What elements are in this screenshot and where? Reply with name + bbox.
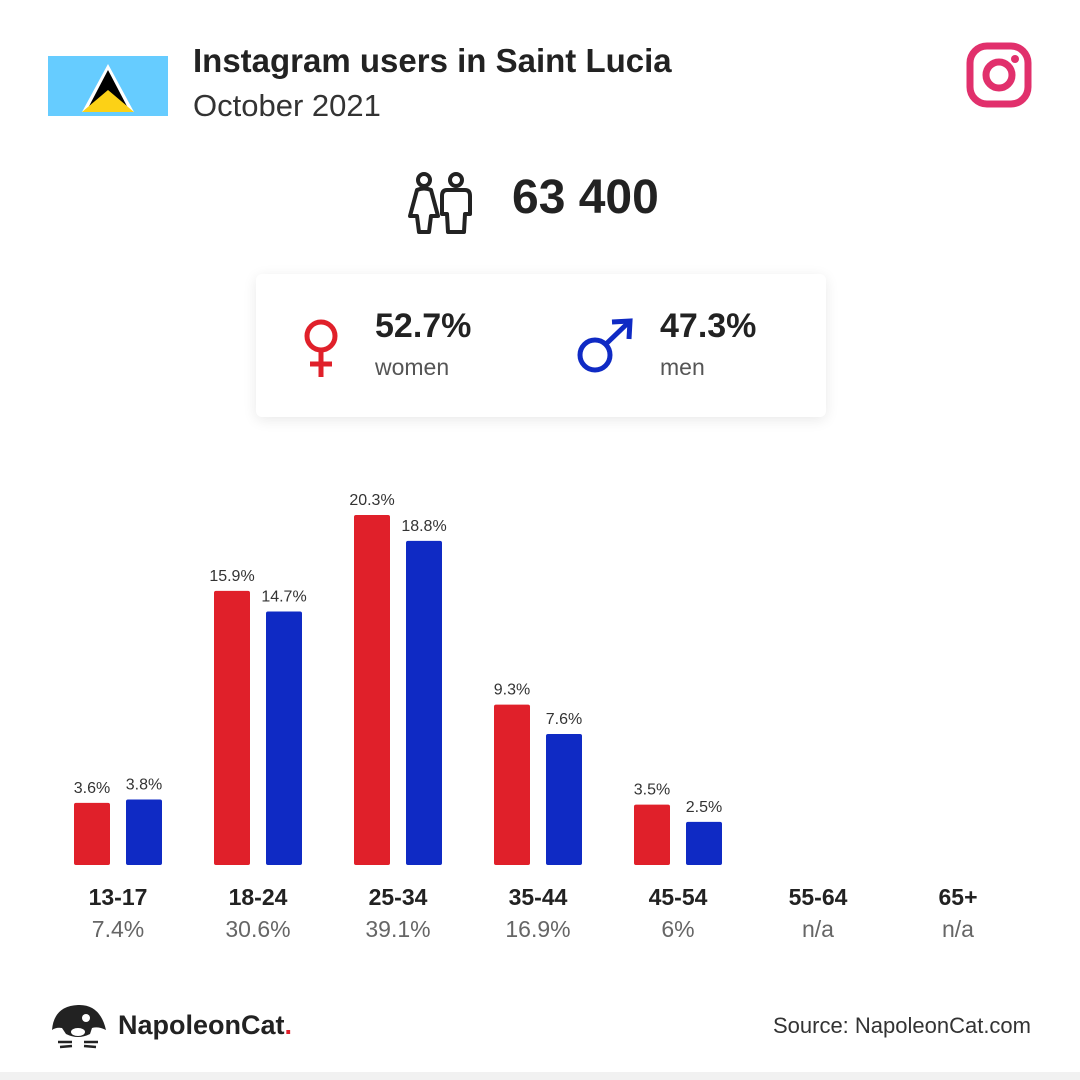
bar-value-label: 3.6% <box>74 780 110 797</box>
page-subtitle: October 2021 <box>193 88 381 123</box>
bar-value-label: 3.5% <box>634 782 670 799</box>
page-title: Instagram users in Saint Lucia <box>193 42 672 79</box>
bar-45-54-s0 <box>634 804 670 865</box>
age-gender-bar-chart: 3.6% 3.8% 15.9% 14.7% 20.3% 18.8% 9.3% 7.6% 3.5%… <box>74 492 722 865</box>
bar-13-17-s1 <box>126 799 162 865</box>
category-total: n/a <box>942 916 974 942</box>
bar-25-34-s1 <box>406 540 442 865</box>
bar-value-label: 3.8% <box>126 776 162 793</box>
bar-18-24-s1 <box>266 611 302 865</box>
bar-value-label: 9.3% <box>494 682 530 699</box>
male-symbol-icon <box>577 318 633 373</box>
category-total: 6% <box>661 916 695 942</box>
category-label: 25-34 <box>368 884 428 910</box>
bar-13-17-s0 <box>74 802 110 865</box>
saint-lucia-flag-icon <box>48 56 168 116</box>
bottom-strip <box>0 1072 1080 1080</box>
men-percent: 47.3% <box>660 307 757 345</box>
bar-18-24-s0 <box>214 590 250 865</box>
bar-45-54-s1 <box>686 821 722 865</box>
category-total: 7.4% <box>91 916 145 942</box>
napoleoncat-logo-icon <box>52 1004 106 1049</box>
bar-value-label: 2.5% <box>686 799 722 816</box>
category-total: n/a <box>802 916 834 942</box>
brand-name: NapoleonCat. <box>118 1010 293 1040</box>
bar-35-44-s1 <box>546 733 582 865</box>
category-label: 45-54 <box>648 884 708 910</box>
category-label: 13-17 <box>88 884 148 910</box>
bar-value-label: 14.7% <box>261 589 306 606</box>
bar-35-44-s0 <box>494 704 530 865</box>
bar-25-34-s0 <box>354 515 390 865</box>
category-label: 18-24 <box>228 884 288 910</box>
bar-value-label: 18.8% <box>401 518 446 535</box>
source-text: Source: NapoleonCat.com <box>772 1013 1031 1038</box>
men-label: men <box>660 354 705 380</box>
total-users: 63 400 <box>512 171 659 224</box>
bar-value-label: 20.3% <box>349 492 394 509</box>
category-label: 35-44 <box>508 884 568 910</box>
female-symbol-icon <box>304 319 338 377</box>
category-label: 65+ <box>938 884 978 910</box>
category-total: 16.9% <box>505 916 571 942</box>
bar-value-label: 7.6% <box>546 711 582 728</box>
category-total: 39.1% <box>365 916 431 942</box>
instagram-icon <box>966 42 1032 108</box>
bar-value-label: 15.9% <box>209 568 254 585</box>
gender-card: 52.7% women 47.3% men <box>256 274 826 417</box>
people-icon <box>408 172 472 234</box>
women-label: women <box>375 354 450 380</box>
women-percent: 52.7% <box>375 307 472 345</box>
category-total: 30.6% <box>225 916 291 942</box>
category-label: 55-64 <box>788 884 848 910</box>
